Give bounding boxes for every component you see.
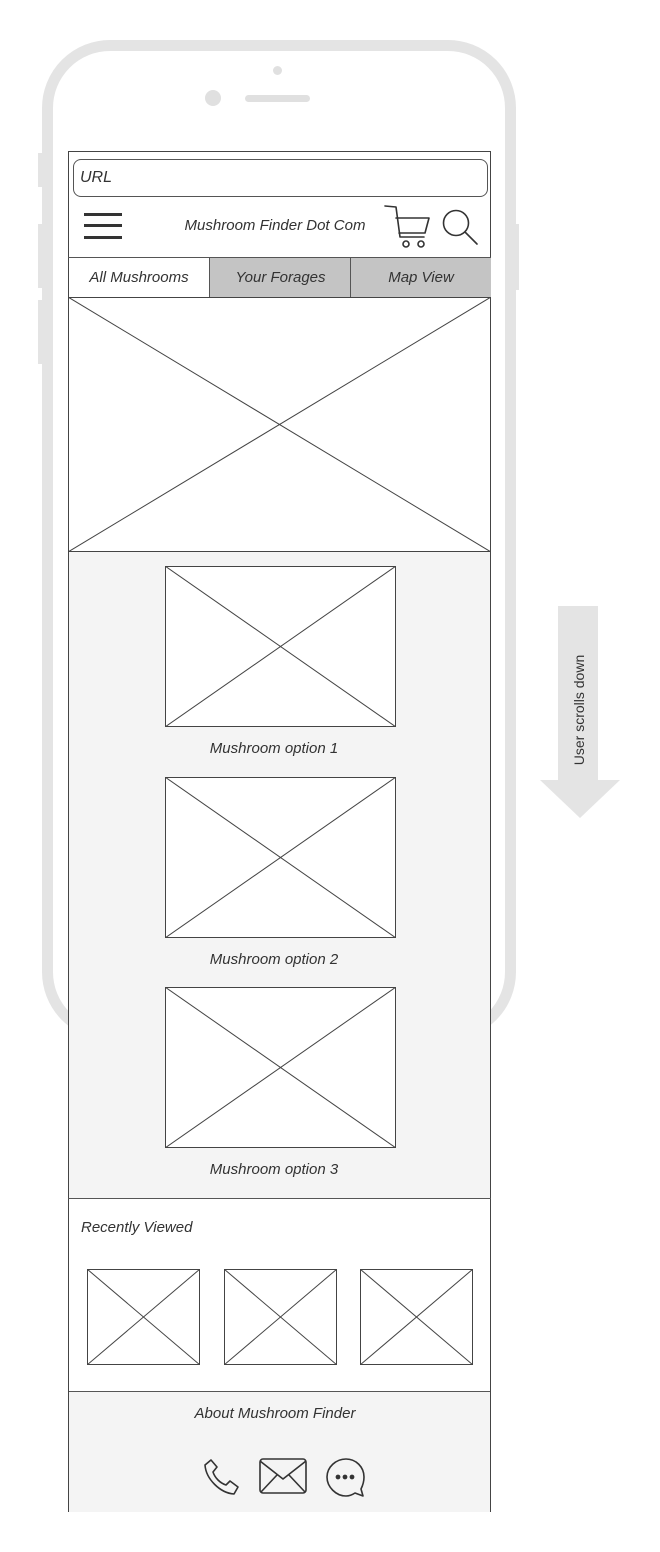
search-icon[interactable] (440, 207, 480, 252)
footer (69, 1391, 490, 1512)
mushroom-option-2-image[interactable] (165, 777, 396, 938)
phone-icon[interactable] (202, 1457, 242, 1502)
recently-viewed-item-3[interactable] (360, 1269, 473, 1365)
url-placeholder: URL (80, 169, 113, 186)
scroll-down-arrow (540, 606, 620, 823)
mail-icon[interactable] (258, 1457, 308, 1500)
front-camera (205, 90, 221, 106)
about-link[interactable]: About Mushroom Finder (194, 1405, 356, 1422)
tab-all-mushrooms[interactable]: All Mushrooms (68, 257, 210, 298)
section-divider (68, 1198, 491, 1199)
earpiece-speaker (245, 95, 310, 102)
mushroom-option-1-image[interactable] (165, 566, 396, 727)
power-button (514, 224, 519, 290)
chat-icon[interactable] (325, 1457, 367, 1504)
mushroom-option-1-caption[interactable]: Mushroom option 1 (209, 740, 339, 757)
tab-map-view[interactable]: Map View (350, 257, 491, 298)
url-bar[interactable]: URL (73, 159, 488, 197)
cart-icon[interactable] (383, 203, 433, 258)
hero-image-placeholder (68, 297, 491, 552)
scroll-annotation-label: User scrolls down (571, 654, 587, 766)
tab-your-forages[interactable]: Your Forages (209, 257, 351, 298)
recently-viewed-item-2[interactable] (224, 1269, 337, 1365)
recently-viewed-heading: Recently Viewed (81, 1219, 193, 1236)
hamburger-menu-icon[interactable] (84, 211, 122, 246)
mushroom-option-3-image[interactable] (165, 987, 396, 1148)
volume-up-button (38, 224, 43, 288)
mushroom-option-3-caption[interactable]: Mushroom option 3 (209, 1161, 339, 1178)
recently-viewed-item-1[interactable] (87, 1269, 200, 1365)
mute-switch (38, 153, 43, 187)
front-sensor (273, 66, 282, 75)
volume-down-button (38, 300, 43, 364)
mushroom-option-2-caption[interactable]: Mushroom option 2 (209, 951, 339, 968)
site-title: Mushroom Finder Dot Com (184, 217, 366, 234)
